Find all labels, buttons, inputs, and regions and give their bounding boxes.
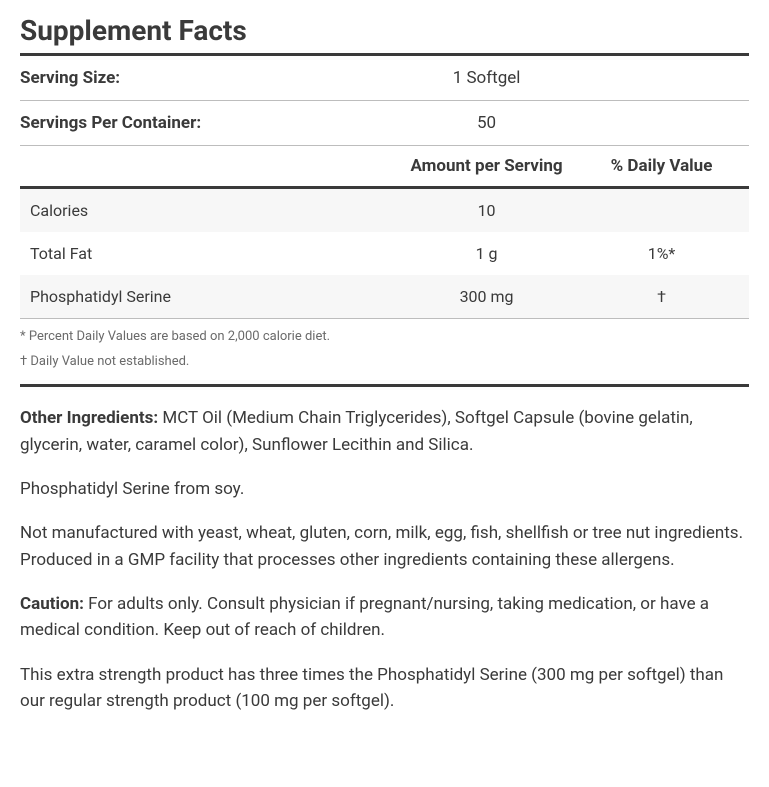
other-ingredients-para: Other Ingredients: MCT Oil (Medium Chain… <box>20 405 749 458</box>
source-para: Phosphatidyl Serine from soy. <box>20 476 749 502</box>
caution-text: For adults only. Consult physician if pr… <box>20 594 709 640</box>
nutrient-amount: 10 <box>399 188 574 233</box>
col-name-header <box>20 146 399 188</box>
body-text: Other Ingredients: MCT Oil (Medium Chain… <box>20 405 749 714</box>
table-row: Phosphatidyl Serine 300 mg † <box>20 275 749 319</box>
nutrient-dv: † <box>574 275 749 319</box>
column-header-row: Amount per Serving % Daily Value <box>20 146 749 188</box>
servings-per-container-row: Servings Per Container: 50 <box>20 101 749 146</box>
caution-para: Caution: For adults only. Consult physic… <box>20 591 749 644</box>
serving-size-label: Serving Size: <box>20 56 399 101</box>
serving-size-row: Serving Size: 1 Softgel <box>20 56 749 101</box>
footnote-pdv: * Percent Daily Values are based on 2,00… <box>20 325 749 350</box>
facts-table: Serving Size: 1 Softgel Servings Per Con… <box>20 56 749 319</box>
allergen-para: Not manufactured with yeast, wheat, glut… <box>20 520 749 573</box>
table-row: Total Fat 1 g 1%* <box>20 232 749 275</box>
other-ingredients-label: Other Ingredients: <box>20 408 158 428</box>
nutrient-name: Calories <box>20 188 399 233</box>
caution-label: Caution: <box>20 594 84 614</box>
nutrient-name: Phosphatidyl Serine <box>20 275 399 319</box>
servings-per-container-label: Servings Per Container: <box>20 101 399 146</box>
serving-size-value: 1 Softgel <box>399 56 574 101</box>
strength-para: This extra strength product has three ti… <box>20 662 749 715</box>
col-dv-header: % Daily Value <box>574 146 749 188</box>
nutrient-amount: 300 mg <box>399 275 574 319</box>
table-row: Calories 10 <box>20 188 749 233</box>
col-amount-header: Amount per Serving <box>399 146 574 188</box>
supplement-facts-title: Supplement Facts <box>20 14 749 56</box>
servings-per-container-value: 50 <box>399 101 574 146</box>
footnotes: * Percent Daily Values are based on 2,00… <box>20 319 749 387</box>
nutrient-amount: 1 g <box>399 232 574 275</box>
footnote-dv-not-established: † Daily Value not established. <box>20 350 749 375</box>
nutrient-name: Total Fat <box>20 232 399 275</box>
nutrient-dv <box>574 188 749 233</box>
nutrient-dv: 1%* <box>574 232 749 275</box>
